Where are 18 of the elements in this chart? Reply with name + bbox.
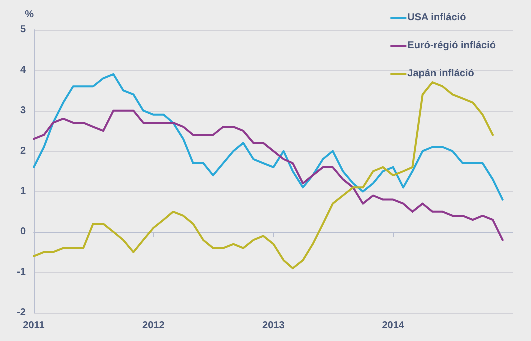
legend-label: Japán infláció [408, 68, 474, 80]
y-tick-label: 1 [20, 186, 26, 198]
legend-label: USA infláció [408, 12, 466, 24]
x-tick-label: 2011 [23, 320, 46, 332]
y-axis-title: % [25, 10, 34, 20]
y-tick-label: 2 [20, 146, 26, 157]
y-tick-label: -2 [17, 308, 26, 318]
x-tick-label: 2012 [142, 320, 166, 332]
legend-label: Euró-régió infláció [408, 40, 496, 52]
x-tick-label: 2014 [382, 320, 405, 332]
y-tick-label: 4 [20, 64, 26, 76]
y-tick-label: 3 [20, 105, 26, 116]
x-tick-label: 2013 [262, 320, 286, 332]
y-tick-label: -1 [17, 267, 26, 278]
y-tick-label: 0 [20, 226, 26, 238]
line-series [33, 110, 504, 242]
line-series [33, 82, 494, 270]
y-tick-label: 5 [20, 24, 26, 36]
